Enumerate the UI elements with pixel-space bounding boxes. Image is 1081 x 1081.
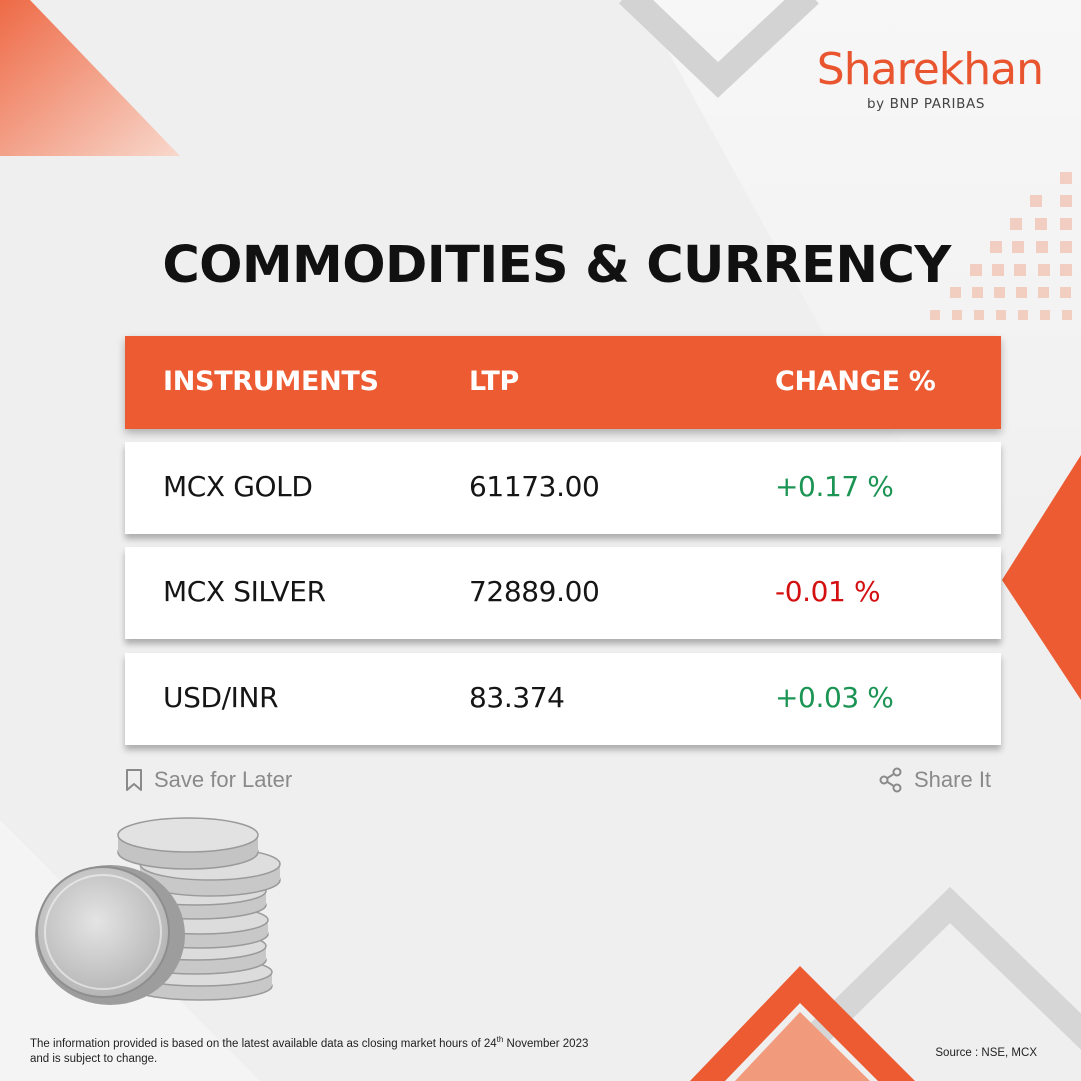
bookmark-icon [126, 769, 142, 791]
change-value: -0.01 % [775, 575, 881, 608]
table-row-usd-inr: USD/INR 83.374 +0.03 % [125, 653, 1001, 745]
table-row-mcx-silver: MCX SILVER 72889.00 -0.01 % [125, 547, 1001, 639]
instrument-name: MCX SILVER [163, 575, 326, 608]
column-header-change: CHANGE % [775, 366, 936, 397]
brand-name: Sharekhan [816, 44, 1044, 95]
brand-logo: Sharekhan by BNP PARIBAS [816, 44, 1044, 112]
disclaimer-line1-pre: The information provided is based on the… [30, 1037, 497, 1050]
brand-tagline: by BNP PARIBAS [867, 96, 985, 112]
disclaimer-footnote: The information provided is based on the… [30, 1032, 588, 1067]
share-button[interactable]: Share It [878, 767, 991, 793]
save-for-later-label: Save for Later [154, 767, 293, 792]
change-value: +0.03 % [775, 681, 894, 714]
coin-stack-illustration [35, 817, 281, 1005]
column-header-ltp: LTP [469, 366, 520, 397]
save-for-later-button[interactable]: Save for Later [124, 767, 292, 793]
ltp-value: 83.374 [469, 681, 565, 714]
page-title: COMMODITIES & CURRENCY [162, 236, 951, 295]
instrument-name: USD/INR [163, 681, 279, 714]
table-row-mcx-gold: MCX GOLD 61173.00 +0.17 % [125, 442, 1001, 534]
ltp-value: 61173.00 [469, 470, 600, 503]
change-value: +0.17 % [775, 470, 894, 503]
source-note: Source : NSE, MCX [935, 1047, 1037, 1059]
column-header-instruments: INSTRUMENTS [163, 366, 379, 397]
ltp-value: 72889.00 [469, 575, 600, 608]
disclaimer-line2: and is subject to change. [30, 1052, 158, 1065]
table-header: INSTRUMENTS LTP CHANGE % [125, 336, 1001, 429]
share-it-label: Share It [914, 767, 992, 792]
disclaimer-line1-sup: th [496, 1035, 504, 1044]
disclaimer-line1-post: November 2023 [503, 1037, 589, 1050]
instrument-name: MCX GOLD [163, 470, 313, 503]
share-icon [879, 767, 902, 793]
